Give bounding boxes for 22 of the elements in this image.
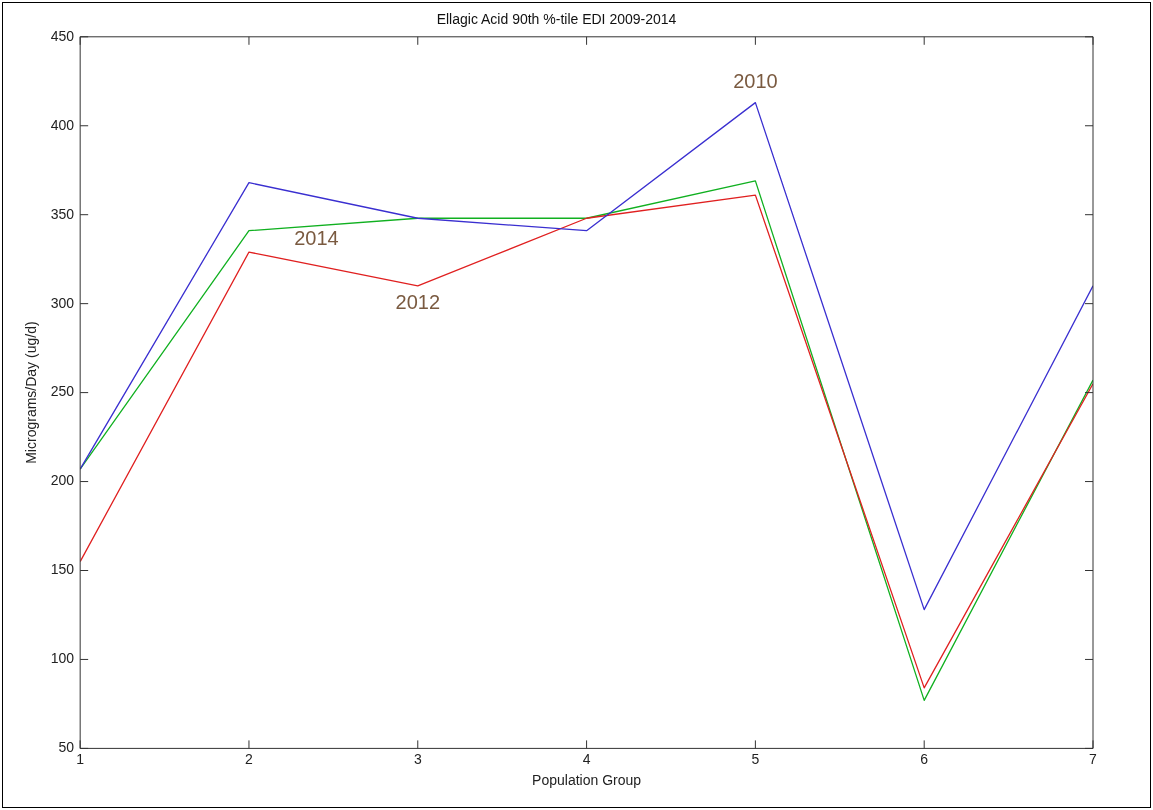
x-tick-label: 5 bbox=[751, 750, 760, 767]
y-tick-label: 250 bbox=[50, 383, 75, 400]
x-tick-label: 3 bbox=[413, 750, 422, 767]
y-tick-label: 300 bbox=[50, 294, 75, 311]
x-tick-label: 6 bbox=[920, 750, 929, 767]
x-axis-title: Population Group bbox=[532, 772, 642, 789]
x-tick-label: 1 bbox=[76, 750, 85, 767]
series-label: 2014 bbox=[294, 227, 339, 250]
x-tick-label: 7 bbox=[1089, 750, 1098, 767]
y-tick-label: 400 bbox=[50, 116, 75, 133]
y-tick-label: 450 bbox=[50, 27, 75, 44]
y-tick-label: 150 bbox=[50, 561, 75, 578]
x-tick-label: 4 bbox=[582, 750, 591, 767]
y-tick-label: 350 bbox=[50, 205, 75, 222]
y-tick-label: 100 bbox=[50, 650, 75, 667]
series-label: 2012 bbox=[395, 291, 441, 314]
x-tick-label: 2 bbox=[245, 750, 254, 767]
y-tick-label: 200 bbox=[50, 472, 75, 489]
y-axis-title: Micrograms/Day (ug/d) bbox=[23, 321, 40, 464]
series-label: 2010 bbox=[733, 70, 778, 93]
chart-title: Ellagic Acid 90th %-tile EDI 2009-2014 bbox=[436, 11, 677, 28]
y-tick-label: 50 bbox=[58, 739, 75, 756]
